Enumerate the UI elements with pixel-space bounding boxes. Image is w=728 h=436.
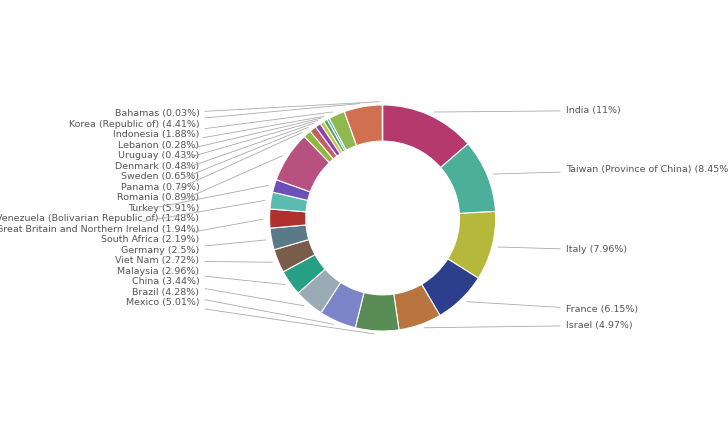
Wedge shape <box>440 144 496 214</box>
Wedge shape <box>283 255 325 293</box>
Text: Bahamas (0.03%): Bahamas (0.03%) <box>114 102 380 119</box>
Wedge shape <box>321 283 364 328</box>
Text: India (11%): India (11%) <box>434 106 620 115</box>
Text: Denmark (0.48%): Denmark (0.48%) <box>115 120 317 171</box>
Wedge shape <box>304 131 333 163</box>
Text: China (3.44%): China (3.44%) <box>132 277 304 306</box>
Text: South Africa (2.19%): South Africa (2.19%) <box>101 219 264 244</box>
Wedge shape <box>394 284 440 330</box>
Wedge shape <box>277 136 329 192</box>
Text: Turkey (5.91%): Turkey (5.91%) <box>128 156 282 213</box>
Text: Israel (4.97%): Israel (4.97%) <box>424 321 633 330</box>
Text: Italy (7.96%): Italy (7.96%) <box>498 245 627 254</box>
Text: Lebanon (0.28%): Lebanon (0.28%) <box>119 116 324 150</box>
Wedge shape <box>355 293 399 331</box>
Wedge shape <box>344 105 382 146</box>
Wedge shape <box>316 124 340 156</box>
Wedge shape <box>298 269 341 313</box>
Wedge shape <box>383 105 468 167</box>
Text: Brazil (4.28%): Brazil (4.28%) <box>132 288 333 324</box>
Text: Sweden (0.65%): Sweden (0.65%) <box>122 123 313 181</box>
Wedge shape <box>448 211 496 278</box>
Text: Uruguay (0.43%): Uruguay (0.43%) <box>119 118 321 160</box>
Text: Romania (0.89%): Romania (0.89%) <box>117 133 302 202</box>
Wedge shape <box>310 127 337 159</box>
Text: Germany (2.5%): Germany (2.5%) <box>122 240 266 255</box>
Wedge shape <box>324 119 345 152</box>
Wedge shape <box>270 225 309 250</box>
Wedge shape <box>274 240 315 272</box>
Wedge shape <box>320 122 343 154</box>
Wedge shape <box>329 112 357 150</box>
Wedge shape <box>269 209 306 228</box>
Text: Indonesia (1.88%): Indonesia (1.88%) <box>113 112 333 140</box>
Text: Great Britain and Northern Ireland (1.94%): Great Britain and Northern Ireland (1.94… <box>0 201 265 234</box>
Text: Malaysia (2.96%): Malaysia (2.96%) <box>117 267 285 285</box>
Text: Venezuela (Bolivarian Republic of) (1.48%): Venezuela (Bolivarian Republic of) (1.48… <box>0 185 269 223</box>
Text: Viet Nam (2.72%): Viet Nam (2.72%) <box>115 256 272 266</box>
Text: Mexico (5.01%): Mexico (5.01%) <box>126 298 374 334</box>
Text: France (6.15%): France (6.15%) <box>467 302 638 314</box>
Wedge shape <box>327 118 347 151</box>
Text: Korea (Republic of) (4.41%): Korea (Republic of) (4.41%) <box>69 104 360 129</box>
Wedge shape <box>270 192 308 212</box>
Text: Panama (0.79%): Panama (0.79%) <box>121 127 308 192</box>
Wedge shape <box>422 259 478 315</box>
Text: Taiwan (Province of China) (8.45%): Taiwan (Province of China) (8.45%) <box>494 165 728 174</box>
Wedge shape <box>272 180 310 201</box>
